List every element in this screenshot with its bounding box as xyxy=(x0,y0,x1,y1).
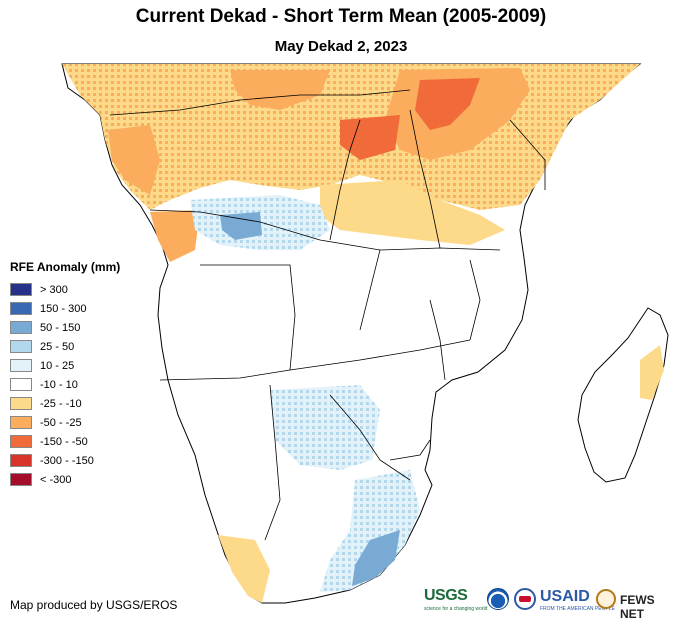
legend-item: < -300 xyxy=(10,470,120,489)
fews-net-logo: FEWS NET xyxy=(620,593,655,621)
anomaly-area-north-strong xyxy=(230,70,330,110)
legend-swatch xyxy=(10,340,32,353)
legend-item: 25 - 50 xyxy=(10,337,120,356)
anomaly-area-southeast-wet-core xyxy=(352,530,400,586)
legend-label: 10 - 25 xyxy=(40,359,75,372)
legend-label: -10 - 10 xyxy=(40,378,78,391)
anomaly-area-west-coast xyxy=(108,125,160,195)
legend-item: 150 - 300 xyxy=(10,299,120,318)
anomaly-area-southwest-dry xyxy=(218,535,270,603)
anomaly-area-southeast-wet xyxy=(320,470,420,592)
anomaly-area-ethiopia-core xyxy=(415,78,480,130)
legend-label: 50 - 150 xyxy=(40,321,81,334)
anomaly-area-sudan-core xyxy=(340,115,400,160)
legend-item: 10 - 25 xyxy=(10,356,120,375)
legend-item: -50 - -25 xyxy=(10,413,120,432)
legend-swatch xyxy=(10,454,32,467)
fews-globe-icon xyxy=(596,589,616,609)
legend-item: 50 - 150 xyxy=(10,318,120,337)
legend-label: < -300 xyxy=(40,473,72,486)
legend-label: > 300 xyxy=(40,283,68,296)
legend-swatch xyxy=(10,378,32,391)
legend-swatch xyxy=(10,359,32,372)
usaid-seal-icon xyxy=(514,588,536,610)
noaa-logo-icon xyxy=(487,588,509,610)
map-title: Current Dekad - Short Term Mean (2005-20… xyxy=(135,6,547,27)
legend-items: > 300 150 - 300 50 - 150 25 - 50 10 - 25 -10 … xyxy=(10,280,120,489)
legend-item: -25 - -10 xyxy=(10,394,120,413)
legend-label: 25 - 50 xyxy=(40,340,75,353)
legend-swatch xyxy=(10,302,32,315)
anomaly-area-central-wet-core xyxy=(220,212,262,240)
legend-item: -150 - -50 xyxy=(10,432,120,451)
legend-item: -10 - 10 xyxy=(10,375,120,394)
usgs-tagline: science for a changing world xyxy=(424,606,488,612)
legend-swatch xyxy=(10,283,32,296)
legend-swatch xyxy=(10,416,32,429)
legend-swatch xyxy=(10,397,32,410)
credit-text: Map produced by USGS/EROS xyxy=(10,598,178,612)
country-borders xyxy=(109,89,546,541)
legend-label: -300 - -150 xyxy=(40,454,94,467)
landmass-madagascar xyxy=(577,307,669,483)
legend-label: 150 - 300 xyxy=(40,302,87,315)
legend-label: -25 - -10 xyxy=(40,397,82,410)
legend-title: RFE Anomaly (mm) xyxy=(10,260,121,274)
legend-swatch xyxy=(10,435,32,448)
logo-bar: USGS science for a changing world USAID … xyxy=(424,585,676,621)
anomaly-area-east-dry xyxy=(320,180,505,245)
anomaly-area-botswana-wet xyxy=(270,385,380,470)
anomaly-area-angola-west xyxy=(150,210,200,262)
legend-label: -50 - -25 xyxy=(40,416,82,429)
legend-label: -150 - -50 xyxy=(40,435,88,448)
usaid-tagline: FROM THE AMERICAN PEOPLE xyxy=(540,606,615,612)
anomaly-area-madagascar-east-dry xyxy=(640,345,664,400)
usgs-logo: USGS xyxy=(424,587,468,604)
usaid-logo: USAID xyxy=(540,588,590,605)
map-subtitle: May Dekad 2, 2023 xyxy=(274,38,408,55)
legend-item: -300 - -150 xyxy=(10,451,120,470)
legend: RFE Anomaly (mm) > 300 150 - 300 50 - 150 2… xyxy=(10,260,120,489)
legend-swatch xyxy=(10,473,32,486)
legend-item: > 300 xyxy=(10,280,120,299)
legend-swatch xyxy=(10,321,32,334)
